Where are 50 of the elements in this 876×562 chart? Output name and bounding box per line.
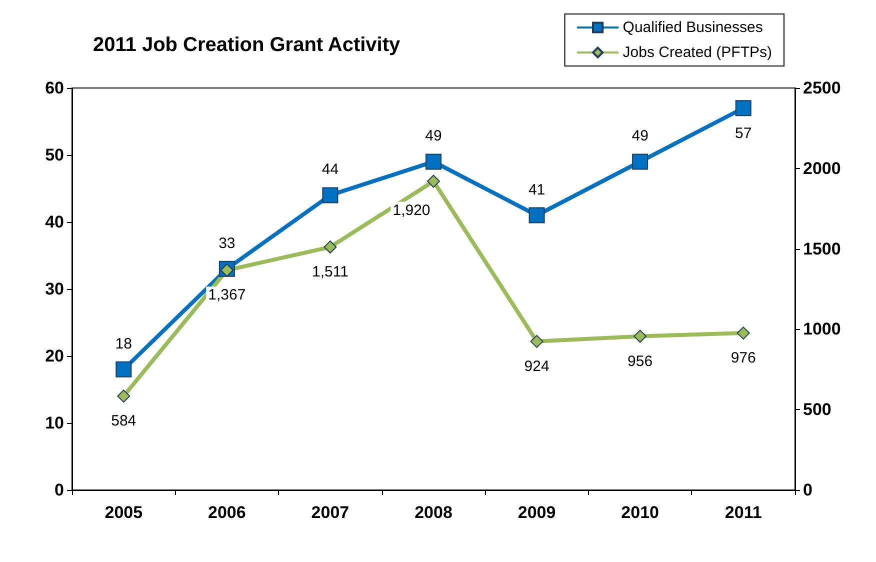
y2-tick-label: 0 xyxy=(803,480,812,500)
y-tick-label: 10 xyxy=(45,414,64,432)
y-tick-label: 50 xyxy=(45,146,64,164)
point xyxy=(322,187,338,204)
point xyxy=(116,361,132,378)
x-tick-label: 2011 xyxy=(724,503,762,522)
point xyxy=(634,330,647,343)
point xyxy=(530,334,544,348)
data-label: 41 xyxy=(528,181,546,198)
data-label: 976 xyxy=(730,350,756,367)
data-label: 49 xyxy=(425,128,442,145)
data-label: 924 xyxy=(524,358,550,375)
data-label: 18 xyxy=(115,335,132,352)
data-label: 584 xyxy=(111,412,136,430)
x-tick-label: 2010 xyxy=(621,503,659,522)
data-label: 57 xyxy=(735,125,752,142)
point xyxy=(528,207,545,224)
point xyxy=(426,154,442,170)
x-tick-label: 2007 xyxy=(311,503,350,522)
y-tick-label: 60 xyxy=(45,78,64,98)
point xyxy=(632,154,648,170)
legend-label: Jobs Created (PFTPs) xyxy=(622,44,772,61)
point xyxy=(324,240,337,254)
y2-tick-label: 2500 xyxy=(803,78,841,98)
y2-tick-label: 2000 xyxy=(803,158,841,178)
legend-label: Qualified Businesses xyxy=(622,19,763,36)
y2-tick-label: 500 xyxy=(803,400,832,420)
point xyxy=(220,264,234,277)
x-tick-label: 2008 xyxy=(414,503,452,522)
x-tick-label: 2009 xyxy=(518,503,556,522)
x-tick-label: 2005 xyxy=(104,503,143,522)
x-tick-label: 2006 xyxy=(208,503,246,522)
data-label: 1,920 xyxy=(392,202,430,219)
chart-title: 2011 Job Creation Grant Activity xyxy=(93,34,402,56)
y-tick-label: 0 xyxy=(54,480,64,500)
data-label: 1,367 xyxy=(208,286,246,304)
y-tick-label: 30 xyxy=(45,280,64,298)
data-label: 44 xyxy=(322,161,339,178)
point xyxy=(117,390,130,403)
point xyxy=(427,174,440,188)
data-label: 956 xyxy=(628,352,653,370)
data-label: 33 xyxy=(218,234,236,252)
data-label: 1,511 xyxy=(312,264,348,281)
y2-tick-label: 1000 xyxy=(803,320,841,339)
point xyxy=(736,326,750,340)
data-label: 49 xyxy=(632,128,648,145)
point xyxy=(735,100,752,116)
y2-tick-label: 1500 xyxy=(803,239,841,258)
y-tick-label: 20 xyxy=(45,346,64,366)
y-tick-label: 40 xyxy=(45,212,64,232)
